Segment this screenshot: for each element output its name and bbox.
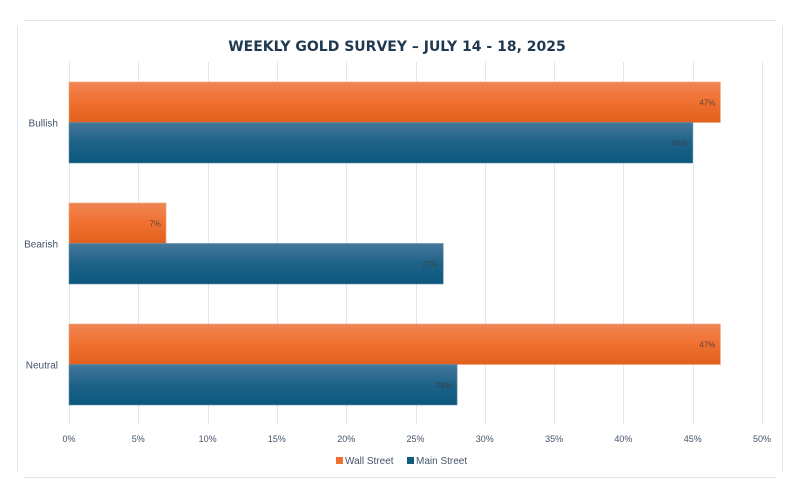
legend: Wall Street Main Street: [336, 456, 467, 467]
x-tick-label: 15%: [268, 434, 286, 444]
bar-wall-street-bearish: [68, 202, 167, 244]
data-label-wall-street-neutral: 47%: [699, 340, 715, 349]
bar-wall-street-neutral: [68, 323, 721, 365]
data-label-main-street-bearish: 27%: [422, 260, 438, 269]
bars: [68, 81, 721, 406]
x-tick-label: 25%: [406, 434, 424, 444]
x-tick-labels: 0% 5% 10% 15% 20% 25% 30% 35% 40% 45% 50%: [62, 434, 771, 444]
legend-label-wall-street: Wall Street: [345, 456, 394, 467]
x-tick-label: 20%: [337, 434, 355, 444]
x-tick-label: 40%: [614, 434, 632, 444]
x-tick-label: 10%: [199, 434, 217, 444]
category-label-bearish: Bearish: [24, 240, 58, 251]
data-label-wall-street-bearish: 7%: [149, 219, 161, 228]
data-labels: 47% 45% 7% 27% 47% 28%: [149, 98, 715, 390]
x-tick-label: 30%: [476, 434, 494, 444]
legend-label-main-street: Main Street: [416, 456, 467, 467]
x-tick-label: 35%: [545, 434, 563, 444]
legend-swatch-wall-street: [336, 457, 343, 464]
data-label-wall-street-bullish: 47%: [699, 98, 715, 107]
category-label-neutral: Neutral: [26, 361, 58, 372]
bar-main-street-neutral: [68, 364, 458, 406]
data-label-main-street-neutral: 28%: [436, 381, 452, 390]
x-tick-label: 45%: [684, 434, 702, 444]
x-tick-label: 0%: [62, 434, 75, 444]
x-tick-label: 5%: [132, 434, 145, 444]
data-label-main-street-bullish: 45%: [672, 139, 688, 148]
chart-title: WEEKLY GOLD SURVEY – JULY 14 - 18, 2025: [228, 39, 566, 55]
bar-wall-street-bullish: [68, 81, 721, 123]
bar-main-street-bullish: [68, 122, 694, 164]
legend-swatch-main-street: [407, 457, 414, 464]
category-labels: Bullish Bearish Neutral: [24, 119, 58, 372]
x-tick-label: 50%: [753, 434, 771, 444]
bar-main-street-bearish: [68, 243, 444, 285]
category-label-bullish: Bullish: [29, 119, 58, 130]
